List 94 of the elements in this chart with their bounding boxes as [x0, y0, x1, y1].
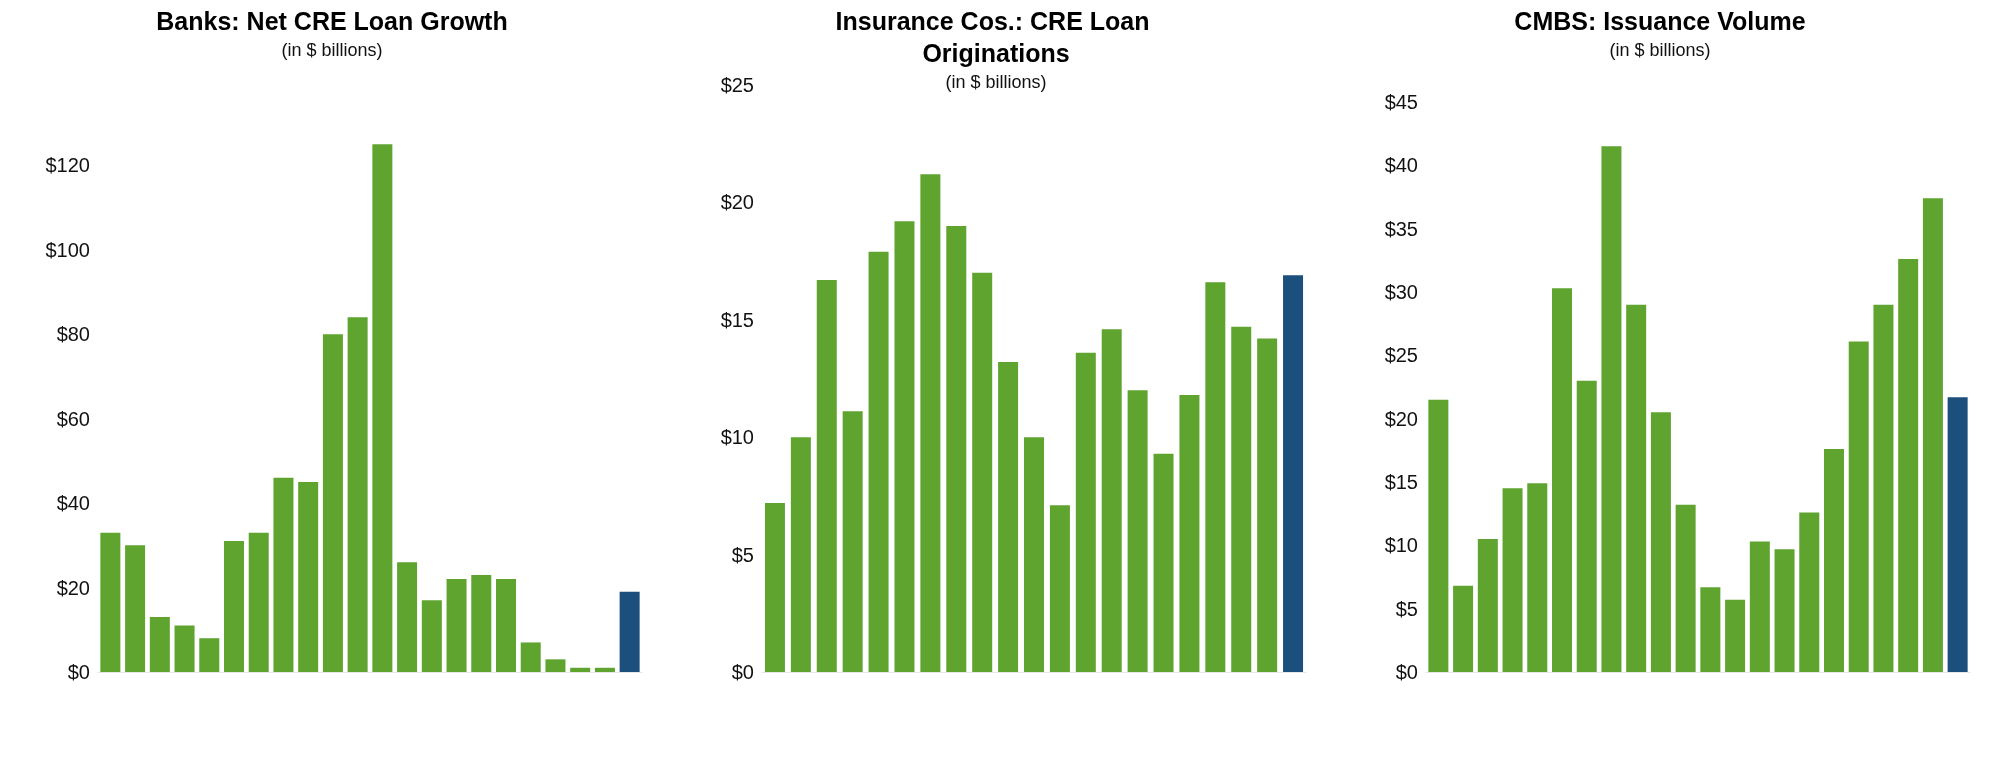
bar — [1179, 394, 1200, 672]
bar — [520, 642, 541, 672]
y-tick-label: $20 — [720, 191, 754, 214]
bar — [920, 174, 941, 672]
bar — [1700, 587, 1721, 672]
bar — [1898, 259, 1919, 672]
chart-title: Insurance Cos.: CRE Loan Originations — [835, 7, 1157, 67]
chart-title: CMBS: Issuance Volume — [1514, 7, 1806, 35]
bar — [946, 225, 967, 672]
chart-subtitle: (in $ billions) — [1609, 40, 1711, 60]
bar — [1824, 449, 1844, 672]
bar — [322, 334, 343, 672]
chart-subtitle: (in $ billions) — [945, 72, 1047, 92]
bar — [1552, 288, 1572, 672]
bar — [594, 667, 615, 672]
bar — [868, 251, 889, 672]
bar — [1601, 146, 1622, 672]
y-tick-label: $45 — [1384, 91, 1418, 113]
bar — [248, 532, 269, 672]
bar — [972, 272, 993, 672]
bar — [545, 659, 566, 672]
y-tick-label: $100 — [45, 238, 90, 261]
bar — [1799, 512, 1820, 672]
y-tick-label: $35 — [1384, 217, 1418, 240]
bar — [1873, 304, 1894, 672]
bar — [1477, 539, 1498, 672]
bar — [894, 221, 915, 672]
bar — [1257, 338, 1278, 672]
bar — [174, 625, 195, 672]
chart-title: Banks: Net CRE Loan Growth — [156, 7, 508, 35]
bar — [1626, 304, 1647, 672]
chart-subtitle: (in $ billions) — [281, 40, 383, 60]
y-tick-label: $0 — [731, 661, 754, 683]
y-tick-label: $25 — [1384, 344, 1418, 367]
bar — [1428, 399, 1449, 672]
bar — [998, 362, 1019, 672]
bar — [1024, 437, 1044, 672]
bar — [125, 545, 146, 672]
bar — [421, 600, 442, 672]
bar — [1127, 390, 1148, 672]
bar — [1527, 483, 1548, 672]
bar — [1576, 380, 1597, 672]
y-tick-label: $15 — [720, 308, 754, 331]
bar — [764, 502, 785, 672]
bar — [1049, 505, 1070, 672]
bar — [1101, 329, 1122, 672]
bar — [298, 482, 319, 672]
bar — [372, 144, 393, 672]
y-tick-label: $120 — [45, 154, 90, 177]
bar — [1675, 504, 1696, 672]
bar — [1725, 599, 1746, 672]
bar — [1922, 198, 1943, 672]
bar — [100, 532, 121, 672]
y-tick-label: $40 — [1384, 154, 1418, 177]
bar — [1153, 453, 1174, 672]
y-tick-label: $0 — [1395, 661, 1418, 683]
bar — [1283, 275, 1304, 672]
bar — [471, 574, 492, 672]
bar — [273, 477, 294, 672]
bar — [1075, 352, 1096, 672]
bar — [1205, 282, 1226, 672]
bar — [1749, 541, 1770, 672]
y-tick-label: $5 — [731, 543, 754, 566]
bar — [1650, 412, 1671, 672]
bar — [1453, 585, 1474, 672]
y-tick-label: $60 — [56, 407, 90, 430]
bar — [1947, 397, 1968, 672]
y-tick-label: $20 — [1384, 407, 1418, 430]
y-tick-label: $15 — [1384, 471, 1418, 493]
bar — [149, 617, 170, 672]
bar — [619, 591, 640, 672]
bar — [446, 579, 467, 672]
y-tick-label: $25 — [720, 74, 754, 96]
bar — [496, 579, 516, 672]
bar — [790, 437, 811, 672]
y-tick-label: $40 — [56, 492, 90, 515]
bar — [1231, 326, 1252, 672]
bar — [1848, 341, 1869, 672]
bar — [570, 667, 591, 672]
y-tick-label: $20 — [56, 576, 90, 599]
bar — [199, 638, 220, 672]
bar — [397, 562, 418, 672]
bar — [347, 317, 368, 672]
y-tick-label: $5 — [1395, 597, 1418, 620]
y-tick-label: $10 — [1384, 534, 1418, 557]
y-tick-label: $10 — [720, 426, 754, 449]
bar — [224, 541, 244, 672]
bar — [1502, 488, 1523, 672]
y-tick-label: $0 — [67, 661, 90, 683]
bar — [842, 411, 863, 672]
bar — [816, 279, 837, 672]
bar — [1774, 549, 1795, 672]
y-tick-label: $30 — [1384, 281, 1418, 303]
y-tick-label: $80 — [56, 323, 90, 346]
